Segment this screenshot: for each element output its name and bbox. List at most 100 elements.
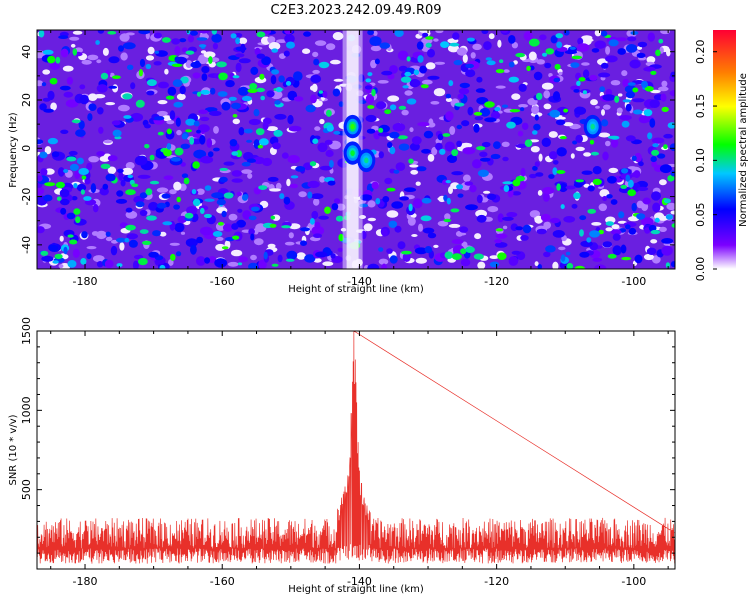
heatmap-cell	[444, 213, 451, 221]
heatmap-cell	[582, 38, 594, 43]
heatmap-cell	[169, 189, 177, 195]
heatmap-cell	[241, 169, 253, 174]
heatmap-cell	[381, 263, 388, 269]
heatmap-cell	[479, 151, 488, 158]
heatmap-cell	[501, 141, 510, 147]
heatmap-cell	[88, 93, 98, 101]
heatmap-cell	[442, 133, 451, 137]
heatmap-cell	[591, 48, 600, 53]
heatmap-cell	[243, 151, 254, 161]
heatmap-cell	[650, 229, 661, 235]
heatmap-cell	[497, 213, 504, 223]
heatmap-cell	[590, 99, 598, 106]
heatmap-cell	[509, 109, 521, 113]
heatmap-cell	[651, 149, 660, 156]
y-tick-label: 1000	[20, 396, 33, 424]
heatmap-cell	[550, 35, 558, 44]
heatmap-cell	[161, 193, 171, 199]
heatmap-cell	[574, 265, 586, 269]
heatmap-cell	[68, 150, 78, 156]
heatmap-cell	[145, 63, 152, 70]
heatmap-cell	[515, 226, 523, 231]
heatmap-cell	[622, 78, 630, 88]
heatmap-cell	[228, 213, 238, 221]
heatmap-cell	[625, 135, 636, 142]
heatmap-cell	[180, 143, 190, 149]
heatmap-cell	[607, 135, 619, 139]
heatmap-cell	[451, 149, 459, 157]
heatmap-cell	[259, 73, 265, 80]
heatmap-cell	[608, 167, 619, 174]
heatmap-cell	[55, 56, 61, 64]
heatmap-cell	[415, 181, 421, 186]
heatmap-cell	[643, 109, 653, 117]
heatmap-cell	[555, 33, 564, 39]
heatmap-cell	[501, 30, 509, 33]
heatmap-cell	[582, 69, 590, 79]
heatmap-cell	[98, 126, 104, 134]
heatmap-cell	[248, 262, 258, 269]
heatmap-cell	[259, 138, 269, 146]
heatmap-cell	[215, 243, 226, 251]
heatmap-cell	[456, 184, 464, 190]
heatmap-peak	[364, 157, 369, 164]
heatmap-cell	[416, 166, 427, 172]
heatmap-cell	[469, 184, 477, 193]
heatmap-cell	[537, 264, 542, 269]
heatmap-cell	[221, 101, 231, 111]
heatmap-cell	[37, 186, 45, 196]
heatmap-cell	[399, 196, 409, 201]
heatmap-cell	[217, 91, 228, 97]
heatmap-cell	[277, 254, 283, 263]
heatmap-cell	[427, 48, 435, 58]
heatmap-cell	[222, 223, 233, 232]
heatmap-cell	[97, 30, 105, 34]
heatmap-cell	[184, 212, 194, 219]
heatmap-cell	[141, 240, 152, 245]
heatmap-cell	[337, 247, 343, 252]
heatmap-cell	[433, 38, 439, 42]
heatmap-cell	[494, 239, 502, 244]
heatmap-cell	[296, 252, 306, 260]
colorbar-tick-label: 0.20	[694, 39, 707, 64]
heatmap-cell	[164, 68, 169, 75]
heatmap-frame	[36, 29, 676, 270]
heatmap-cell	[565, 251, 571, 256]
heatmap-cell	[479, 107, 491, 117]
heatmap-cell	[322, 261, 334, 267]
heatmap-cell	[658, 38, 664, 44]
heatmap-cell	[497, 39, 502, 48]
heatmap-cell	[398, 143, 410, 151]
heatmap-cell	[72, 248, 80, 258]
heatmap-cell	[409, 142, 420, 151]
heatmap-cell	[318, 90, 323, 94]
heatmap-cell	[452, 32, 460, 40]
heatmap-cell	[214, 258, 228, 268]
heatmap-cell	[508, 76, 519, 83]
heatmap-cell	[253, 156, 265, 165]
heatmap-cell	[237, 86, 249, 96]
heatmap-cell	[459, 82, 470, 89]
heatmap-cell	[633, 170, 641, 179]
heatmap-cell	[626, 44, 638, 53]
heatmap-cell	[192, 161, 200, 169]
heatmap-cell	[506, 212, 518, 218]
heatmap-cell	[63, 246, 68, 255]
heatmap-cell	[534, 161, 540, 168]
heatmap-cell	[267, 36, 276, 44]
heatmap-cell	[152, 230, 161, 237]
heatmap-cell	[489, 261, 500, 268]
heatmap-cell	[148, 251, 159, 258]
heatmap-cell	[241, 161, 251, 167]
heatmap-cell	[96, 230, 107, 240]
heatmap-cell	[313, 258, 322, 263]
heatmap-cell	[610, 80, 621, 86]
heatmap-cell	[476, 194, 483, 204]
heatmap-cell	[302, 48, 311, 54]
heatmap-cell	[156, 202, 167, 209]
heatmap-cell	[272, 142, 281, 150]
snr-y-axis-label: SNR (10 * v/v)	[8, 414, 19, 485]
heatmap-cell	[397, 241, 406, 250]
heatmap-cell	[232, 118, 240, 125]
